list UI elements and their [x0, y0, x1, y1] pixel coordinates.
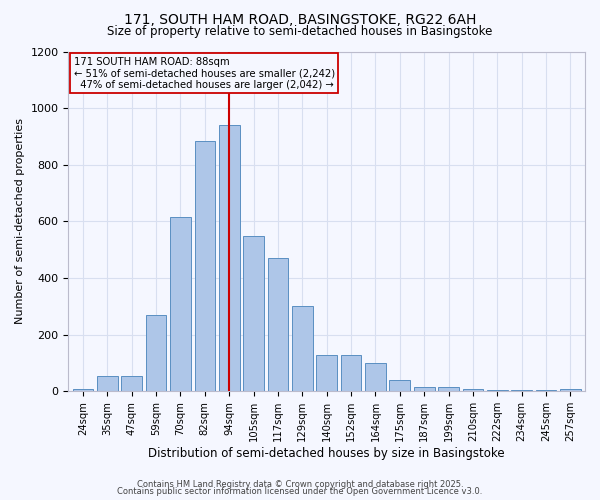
Bar: [268, 258, 289, 392]
Bar: [511, 390, 532, 392]
Bar: [341, 354, 361, 392]
Bar: [292, 306, 313, 392]
Bar: [170, 217, 191, 392]
Text: 171 SOUTH HAM ROAD: 88sqm
← 51% of semi-detached houses are smaller (2,242)
  47: 171 SOUTH HAM ROAD: 88sqm ← 51% of semi-…: [74, 56, 335, 90]
Bar: [121, 376, 142, 392]
X-axis label: Distribution of semi-detached houses by size in Basingstoke: Distribution of semi-detached houses by …: [148, 447, 505, 460]
Bar: [219, 125, 239, 392]
Bar: [243, 236, 264, 392]
Bar: [536, 390, 556, 392]
Bar: [97, 376, 118, 392]
Bar: [316, 354, 337, 392]
Bar: [73, 388, 94, 392]
Y-axis label: Number of semi-detached properties: Number of semi-detached properties: [15, 118, 25, 324]
Bar: [146, 315, 166, 392]
Bar: [560, 388, 581, 392]
Text: Contains public sector information licensed under the Open Government Licence v3: Contains public sector information licen…: [118, 488, 482, 496]
Bar: [487, 390, 508, 392]
Bar: [414, 387, 434, 392]
Bar: [438, 387, 459, 392]
Bar: [194, 140, 215, 392]
Bar: [365, 363, 386, 392]
Text: Contains HM Land Registry data © Crown copyright and database right 2025.: Contains HM Land Registry data © Crown c…: [137, 480, 463, 489]
Text: Size of property relative to semi-detached houses in Basingstoke: Size of property relative to semi-detach…: [107, 25, 493, 38]
Bar: [389, 380, 410, 392]
Bar: [463, 388, 483, 392]
Text: 171, SOUTH HAM ROAD, BASINGSTOKE, RG22 6AH: 171, SOUTH HAM ROAD, BASINGSTOKE, RG22 6…: [124, 12, 476, 26]
